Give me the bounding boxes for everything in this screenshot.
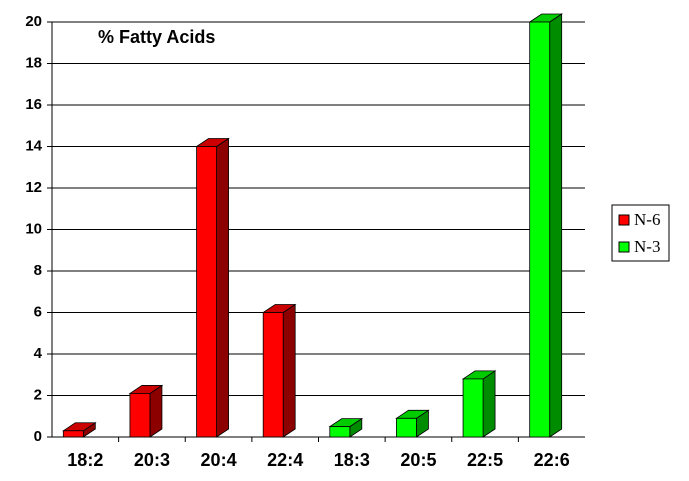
y-tick-label: 10 (25, 220, 42, 237)
bar (329, 426, 351, 438)
legend-label: N-3 (634, 237, 660, 256)
x-tick-label: 20:5 (400, 450, 436, 470)
bar (196, 146, 217, 438)
y-tick-label: 0 (34, 428, 42, 445)
bar (262, 312, 284, 438)
chart-title: % Fatty Acids (98, 27, 215, 47)
y-tick-label: 2 (34, 386, 42, 403)
x-tick-label: 20:4 (201, 450, 237, 470)
bar (462, 378, 484, 438)
bar-side (482, 370, 496, 438)
x-tick-label: 18:3 (334, 450, 370, 470)
bar (129, 393, 151, 438)
legend-swatch (618, 214, 630, 226)
y-tick-label: 14 (25, 137, 42, 154)
y-tick-label: 12 (25, 179, 42, 196)
x-tick-label: 20:3 (134, 450, 170, 470)
bar (62, 430, 84, 438)
bar-side (216, 137, 229, 438)
bar (396, 417, 417, 438)
x-tick-label: 22:5 (467, 450, 503, 470)
x-tick-label: 22:4 (267, 450, 303, 470)
x-tick-label: 18:2 (67, 450, 103, 470)
legend-swatch (618, 241, 630, 253)
y-tick-label: 20 (25, 13, 42, 30)
y-tick-label: 16 (25, 96, 42, 113)
y-tick-label: 18 (25, 54, 42, 71)
bar-side (549, 13, 563, 438)
x-tick-label: 22:6 (534, 450, 570, 470)
bar-side (149, 384, 163, 438)
y-tick-label: 6 (34, 303, 42, 320)
y-tick-label: 8 (34, 262, 42, 279)
y-tick-label: 4 (34, 345, 43, 362)
bar (529, 21, 551, 438)
legend-label: N-6 (634, 210, 660, 229)
bar-side (282, 303, 296, 438)
